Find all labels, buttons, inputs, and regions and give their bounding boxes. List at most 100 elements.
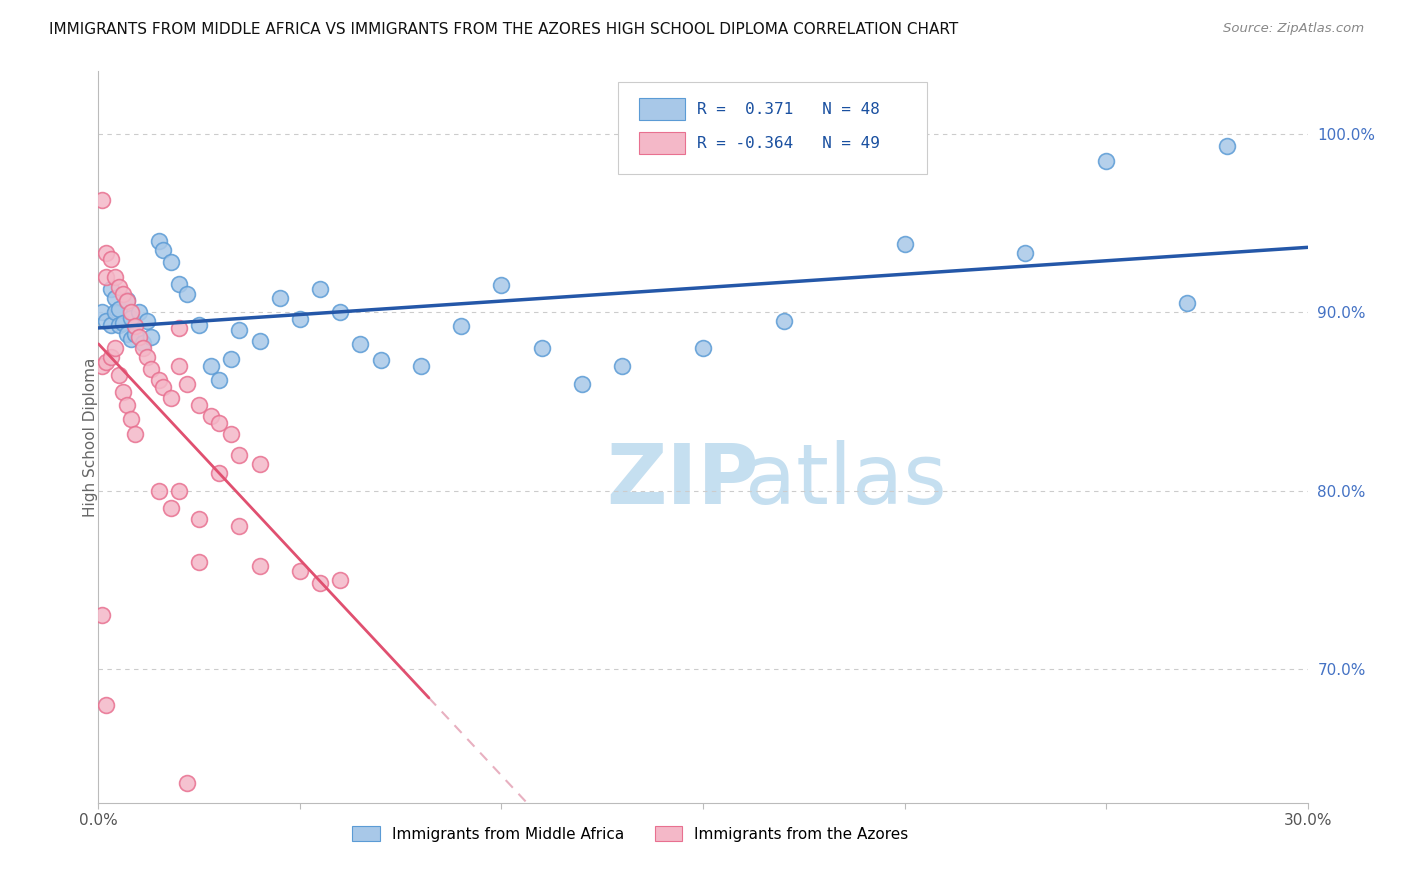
Point [115, 326, 138, 341]
Point [1014, 246, 1036, 260]
Point [200, 359, 222, 373]
Point [288, 564, 311, 578]
Bar [638, 98, 685, 120]
Point [309, 282, 332, 296]
Point [107, 280, 129, 294]
Point [167, 277, 190, 291]
Point [96, 269, 118, 284]
Point [91, 608, 114, 623]
Point [200, 409, 222, 423]
Point [530, 341, 553, 355]
Point [288, 312, 311, 326]
Point [167, 359, 190, 373]
Point [132, 335, 155, 350]
Point [228, 448, 250, 462]
Point [208, 466, 231, 480]
Point [96, 355, 118, 369]
Point [148, 234, 170, 248]
Point [100, 252, 122, 266]
Point [571, 376, 593, 391]
Point [249, 558, 271, 573]
Point [103, 291, 125, 305]
Point [111, 316, 134, 330]
Point [91, 305, 114, 319]
Point [100, 318, 122, 332]
Point [160, 391, 183, 405]
Point [100, 350, 122, 364]
Point [103, 341, 125, 355]
Point [115, 293, 138, 307]
Point [103, 269, 125, 284]
Point [120, 305, 142, 319]
Point [208, 373, 231, 387]
Point [370, 353, 392, 368]
Point [228, 519, 250, 533]
Y-axis label: High School Diploma: High School Diploma [83, 358, 97, 516]
Point [176, 287, 198, 301]
Point [148, 373, 170, 387]
Point [1175, 296, 1198, 310]
Point [228, 323, 250, 337]
Point [772, 314, 794, 328]
Point [349, 337, 371, 351]
Point [208, 416, 231, 430]
Point [329, 305, 352, 319]
Point [115, 294, 138, 309]
Point [120, 332, 142, 346]
Point [450, 319, 472, 334]
Point [124, 319, 146, 334]
Point [135, 350, 157, 364]
Point [176, 776, 198, 790]
Point [692, 341, 714, 355]
Point [115, 398, 138, 412]
Point [893, 237, 915, 252]
Point [329, 573, 352, 587]
Point [221, 426, 243, 441]
Point [221, 351, 243, 366]
Point [152, 243, 174, 257]
Point [120, 310, 142, 325]
Point [167, 321, 190, 335]
Point [160, 255, 183, 269]
Text: Source: ZipAtlas.com: Source: ZipAtlas.com [1223, 22, 1364, 36]
Point [128, 305, 150, 319]
Point [96, 698, 118, 712]
Point [148, 483, 170, 498]
Point [91, 359, 114, 373]
Bar [638, 132, 685, 154]
Point [249, 457, 271, 471]
Point [96, 314, 118, 328]
Point [124, 426, 146, 441]
Point [1216, 139, 1239, 153]
Point [167, 483, 190, 498]
Point [107, 318, 129, 332]
Point [111, 385, 134, 400]
Point [124, 326, 146, 341]
Text: R = -0.364   N = 49: R = -0.364 N = 49 [697, 136, 880, 151]
Point [91, 193, 114, 207]
Point [132, 341, 155, 355]
Point [139, 362, 162, 376]
Point [269, 291, 291, 305]
Point [107, 368, 129, 382]
Text: IMMIGRANTS FROM MIDDLE AFRICA VS IMMIGRANTS FROM THE AZORES HIGH SCHOOL DIPLOMA : IMMIGRANTS FROM MIDDLE AFRICA VS IMMIGRA… [49, 22, 959, 37]
Point [409, 359, 432, 373]
Point [103, 305, 125, 319]
Point [188, 318, 211, 332]
Point [309, 576, 332, 591]
Point [249, 334, 271, 348]
Point [491, 278, 513, 293]
Text: R =  0.371   N = 48: R = 0.371 N = 48 [697, 102, 880, 117]
Text: atlas: atlas [745, 441, 948, 522]
Point [111, 287, 134, 301]
Point [152, 380, 174, 394]
Point [188, 555, 211, 569]
Legend: Immigrants from Middle Africa, Immigrants from the Azores: Immigrants from Middle Africa, Immigrant… [346, 820, 915, 847]
Point [128, 330, 150, 344]
Point [96, 246, 118, 260]
Text: ZIP: ZIP [606, 441, 759, 522]
Point [176, 376, 198, 391]
Point [612, 359, 634, 373]
Point [135, 314, 157, 328]
Point [100, 282, 122, 296]
